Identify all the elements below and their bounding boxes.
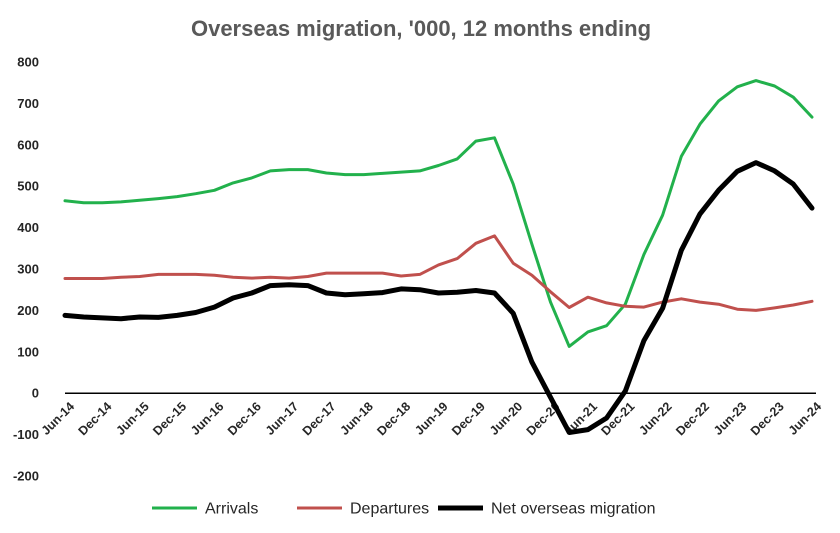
x-tick-label: Jun-19 bbox=[412, 399, 450, 437]
y-tick-label: 0 bbox=[32, 386, 39, 401]
x-tick-label: Dec-16 bbox=[225, 399, 264, 438]
y-tick-label: 100 bbox=[17, 344, 39, 359]
series-line-arrivals bbox=[63, 79, 814, 348]
series-lines bbox=[62, 79, 815, 435]
x-tick-label: Jun-23 bbox=[711, 399, 749, 437]
y-tick-label: 200 bbox=[17, 303, 39, 318]
legend-label-arrivals: Arrivals bbox=[205, 501, 258, 518]
x-tick-label: Dec-18 bbox=[374, 399, 413, 438]
y-axis-ticks: 800 700 600 500 400 300 200 100 0 -100 -200 bbox=[13, 55, 39, 484]
legend-label-net-overseas-migration: Net overseas migration bbox=[491, 501, 656, 518]
y-tick-label: -200 bbox=[13, 469, 39, 484]
x-tick-label: Jun-24 bbox=[786, 399, 824, 437]
legend-label-departures: Departures bbox=[350, 501, 429, 518]
series-line-departures bbox=[63, 234, 814, 312]
y-tick-label: 800 bbox=[17, 55, 39, 70]
x-tick-label: Jun-18 bbox=[338, 399, 376, 437]
x-tick-label: Dec-19 bbox=[449, 399, 488, 438]
x-axis-ticks: Jun-14Dec-14Jun-15Dec-15Jun-16Dec-16Jun-… bbox=[39, 399, 824, 438]
x-tick-label: Dec-14 bbox=[76, 399, 115, 438]
x-tick-label: Jun-20 bbox=[487, 399, 525, 437]
series-line-net-overseas-migration bbox=[62, 160, 815, 435]
x-tick-label: Dec-22 bbox=[673, 399, 712, 438]
x-tick-label: Jun-22 bbox=[636, 399, 674, 437]
x-tick-label: Jun-14 bbox=[39, 399, 77, 437]
y-tick-label: 600 bbox=[17, 137, 39, 152]
legend: Arrivals Departures Net overseas migration bbox=[152, 501, 656, 518]
x-tick-label: Jun-17 bbox=[263, 399, 301, 437]
y-tick-label: -100 bbox=[13, 427, 39, 442]
x-tick-label: Dec-17 bbox=[300, 399, 339, 438]
y-tick-label: 700 bbox=[17, 96, 39, 111]
x-tick-label: Jun-16 bbox=[188, 399, 226, 437]
x-tick-label: Jun-15 bbox=[113, 399, 151, 437]
y-tick-label: 500 bbox=[17, 179, 39, 194]
x-tick-label: Dec-23 bbox=[748, 399, 787, 438]
y-tick-label: 300 bbox=[17, 262, 39, 277]
y-tick-label: 400 bbox=[17, 220, 39, 235]
chart-title: Overseas migration, '000, 12 months endi… bbox=[191, 16, 651, 41]
x-tick-label: Dec-15 bbox=[150, 399, 189, 438]
